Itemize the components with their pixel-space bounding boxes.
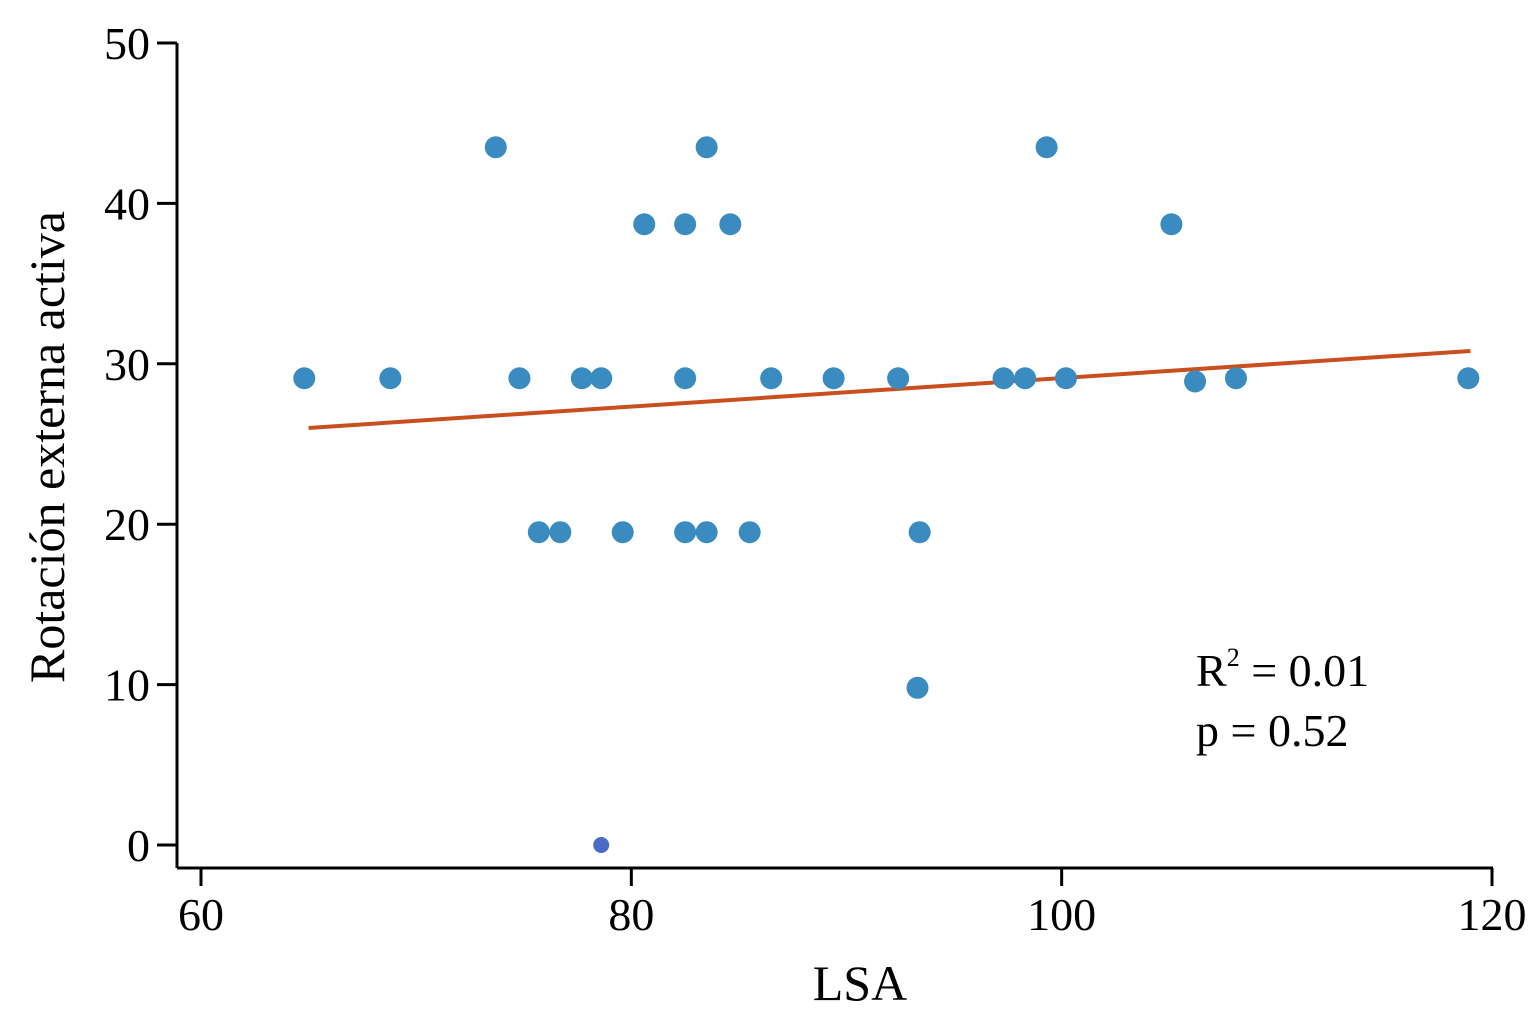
data-point (508, 367, 531, 390)
data-point (1160, 213, 1183, 236)
data-point (1035, 136, 1058, 159)
p-value-annotation: p = 0.52 (1196, 705, 1348, 756)
data-point (1184, 370, 1207, 393)
y-tick-label: 30 (104, 339, 150, 390)
data-point (611, 521, 634, 544)
y-tick-label: 50 (104, 18, 150, 69)
data-point (674, 367, 697, 390)
x-tick-label: 100 (1027, 889, 1096, 940)
data-point (906, 676, 929, 699)
data-point (887, 367, 910, 390)
data-point (719, 213, 742, 236)
data-point (590, 367, 613, 390)
regression-line (308, 348, 1471, 430)
r2-annotation: R2 = 0.01 (1196, 643, 1369, 696)
data-point (674, 213, 697, 236)
axes (175, 43, 1493, 870)
x-tick-label: 80 (608, 889, 654, 940)
data-point (379, 367, 402, 390)
data-point (738, 521, 761, 544)
data-point (695, 521, 718, 544)
data-point (570, 367, 593, 390)
y-tick-label: 40 (104, 178, 150, 229)
data-point (1457, 367, 1480, 390)
y-tick-label: 20 (104, 499, 150, 550)
x-axis-label: LSA (813, 955, 907, 1011)
data-point (527, 521, 550, 544)
data-point (908, 521, 931, 544)
data-point (760, 367, 783, 390)
data-point (1224, 367, 1247, 390)
data-point (633, 213, 656, 236)
data-point (1014, 367, 1037, 390)
y-tick-label: 0 (127, 820, 150, 871)
data-point-highlight (593, 837, 610, 853)
y-axis-label: Rotación externa activa (19, 211, 75, 683)
data-point (695, 136, 718, 159)
data-point (1054, 367, 1077, 390)
data-point (484, 136, 507, 159)
data-point (822, 367, 845, 390)
r2-superscript: 2 (1227, 643, 1240, 672)
data-point (549, 521, 572, 544)
data-point (293, 367, 316, 390)
x-tick-label: 120 (1458, 889, 1527, 940)
y-tick-label: 10 (104, 660, 150, 711)
x-tick-label: 60 (178, 889, 224, 940)
data-point (674, 521, 697, 544)
r2-value: = 0.01 (1240, 645, 1369, 696)
data-point (992, 367, 1015, 390)
r2-label: R (1196, 645, 1227, 696)
